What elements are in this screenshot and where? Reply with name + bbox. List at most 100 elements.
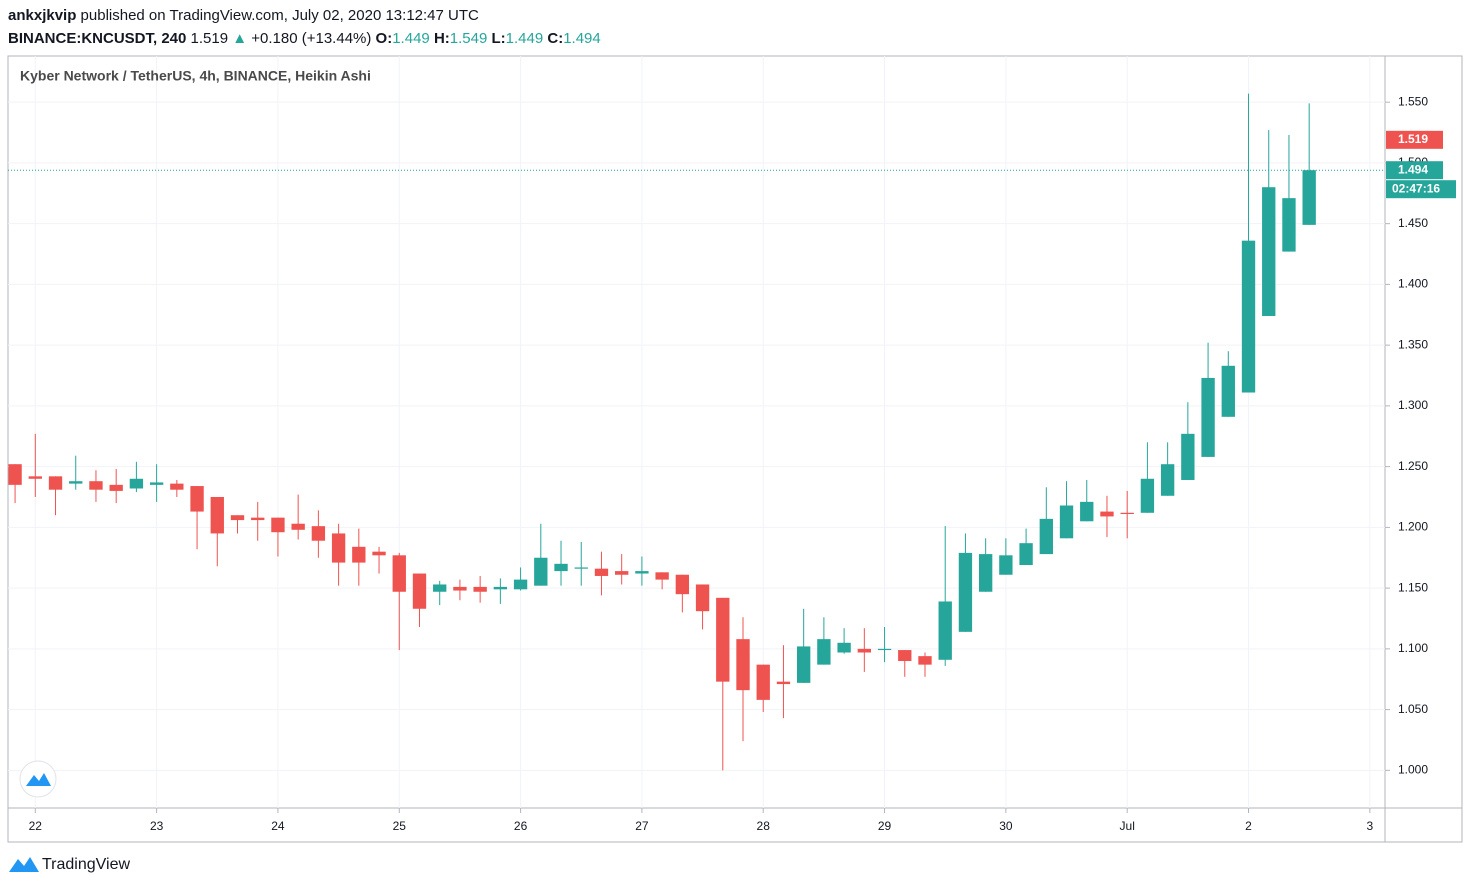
candle-body — [1019, 543, 1033, 566]
ohlc-label: C: — [547, 30, 563, 47]
candle-body — [433, 584, 447, 592]
candle-body — [8, 464, 22, 485]
user: ankxjkvip — [8, 7, 76, 24]
change: +0.180 (+13.44%) — [251, 30, 371, 47]
candle-body — [857, 648, 872, 653]
publish-line: ankxjkvip published on TradingView.com, … — [8, 7, 479, 24]
candle-body — [149, 482, 164, 485]
candles — [8, 93, 1385, 771]
price-label-box — [1386, 130, 1443, 149]
candle-body — [1160, 464, 1175, 496]
candle-body — [392, 555, 406, 592]
candle-body — [311, 526, 326, 541]
y-tick-label: 1.400 — [1398, 277, 1428, 291]
axes: 1.000 1.050 1.100 1.150 1.200 1.250 1.300 1.350… — [29, 94, 1456, 833]
candle-body — [898, 650, 912, 662]
candle-body — [129, 478, 144, 489]
candle-body — [675, 574, 690, 595]
candle-body — [1221, 365, 1235, 417]
candle-body — [796, 646, 811, 683]
x-tick-label: 3 — [1366, 819, 1373, 833]
x-tick-label: 25 — [393, 819, 407, 833]
candle-body — [1039, 518, 1053, 555]
candle-body — [736, 639, 750, 691]
x-tick-label: 23 — [150, 819, 164, 833]
x-tick-label: 29 — [878, 819, 892, 833]
candle-body — [291, 523, 305, 530]
candle-body — [554, 563, 568, 572]
candle-body — [331, 533, 346, 563]
candle-body — [1241, 240, 1256, 393]
chart-frame — [7, 55, 1463, 843]
last: 1.519 — [191, 30, 229, 47]
ohlc-label: H: — [434, 30, 450, 47]
x-tick-label: 27 — [635, 819, 649, 833]
ohlc-value: 1.494 — [563, 30, 601, 47]
candle-body — [534, 557, 548, 586]
candle-body — [574, 567, 588, 569]
candle-body — [999, 555, 1013, 575]
candle-body — [776, 681, 791, 685]
candle-body — [453, 586, 467, 591]
candle-body — [230, 515, 245, 521]
candle-body — [958, 552, 973, 632]
candle-body — [48, 476, 63, 490]
candle-body — [251, 517, 265, 521]
candle-body — [1262, 187, 1276, 316]
candle-body — [1080, 501, 1094, 522]
candle-body — [190, 486, 204, 512]
y-tick-label: 1.050 — [1398, 702, 1428, 716]
price-label-box — [1386, 161, 1443, 180]
x-tick-label: 26 — [514, 819, 528, 833]
y-tick-label: 1.100 — [1398, 641, 1428, 655]
candle-body — [473, 586, 487, 592]
y-tick-label: 1.000 — [1398, 763, 1428, 777]
candle-body — [69, 481, 83, 484]
candle-body — [493, 586, 508, 590]
ohlc-value: 1.449 — [506, 30, 544, 47]
candle-body — [837, 642, 851, 653]
candle-body — [109, 484, 123, 491]
y-tick-label: 1.550 — [1398, 94, 1428, 108]
candle-body — [210, 496, 224, 534]
candle-body — [412, 573, 427, 609]
logo-badge — [19, 760, 57, 798]
candle-body — [817, 639, 831, 665]
candle-body — [1140, 478, 1155, 513]
x-tick-label: 2 — [1245, 819, 1252, 833]
x-tick-label: 30 — [999, 819, 1013, 833]
candle-body — [1302, 170, 1316, 225]
candle-body — [1120, 512, 1134, 515]
candle-body — [170, 483, 184, 490]
grid — [8, 56, 1385, 808]
x-tick-label: Jul — [1120, 819, 1135, 833]
candle-body — [756, 664, 770, 700]
countdown: 02:47:16 — [1392, 181, 1440, 195]
candle-body — [635, 571, 649, 574]
candle-body — [513, 579, 528, 590]
price-label: 1.494 — [1398, 162, 1428, 176]
candle-body — [918, 656, 932, 665]
x-tick-label: 24 — [271, 819, 285, 833]
symbol: BINANCE:KNCUSDT, 240 — [8, 30, 186, 47]
countdown-box — [1386, 180, 1456, 199]
candle-body — [1181, 433, 1195, 480]
candle-body — [938, 601, 952, 660]
candle-body — [615, 571, 629, 575]
x-tick-label: 28 — [757, 819, 771, 833]
y-tick-label: 1.450 — [1398, 216, 1428, 230]
arrow: ▲ — [232, 30, 247, 47]
candle-body — [594, 568, 609, 576]
footer-brand: TradingView — [42, 856, 130, 873]
y-tick-label: 1.150 — [1398, 580, 1428, 594]
y-tick-label: 1.250 — [1398, 459, 1428, 473]
candle-body — [1282, 198, 1296, 252]
candle-body — [1100, 511, 1114, 517]
symbol-line: BINANCE:KNCUSDT, 240 1.519 ▲ +0.180 (+13… — [8, 30, 601, 47]
candle-body — [877, 648, 892, 651]
ohlc-value: 1.449 — [392, 30, 430, 47]
price-label: 1.519 — [1398, 132, 1428, 146]
published: published on TradingView.com, July 02, 2… — [81, 7, 479, 24]
ohlc-value: 1.549 — [450, 30, 488, 47]
